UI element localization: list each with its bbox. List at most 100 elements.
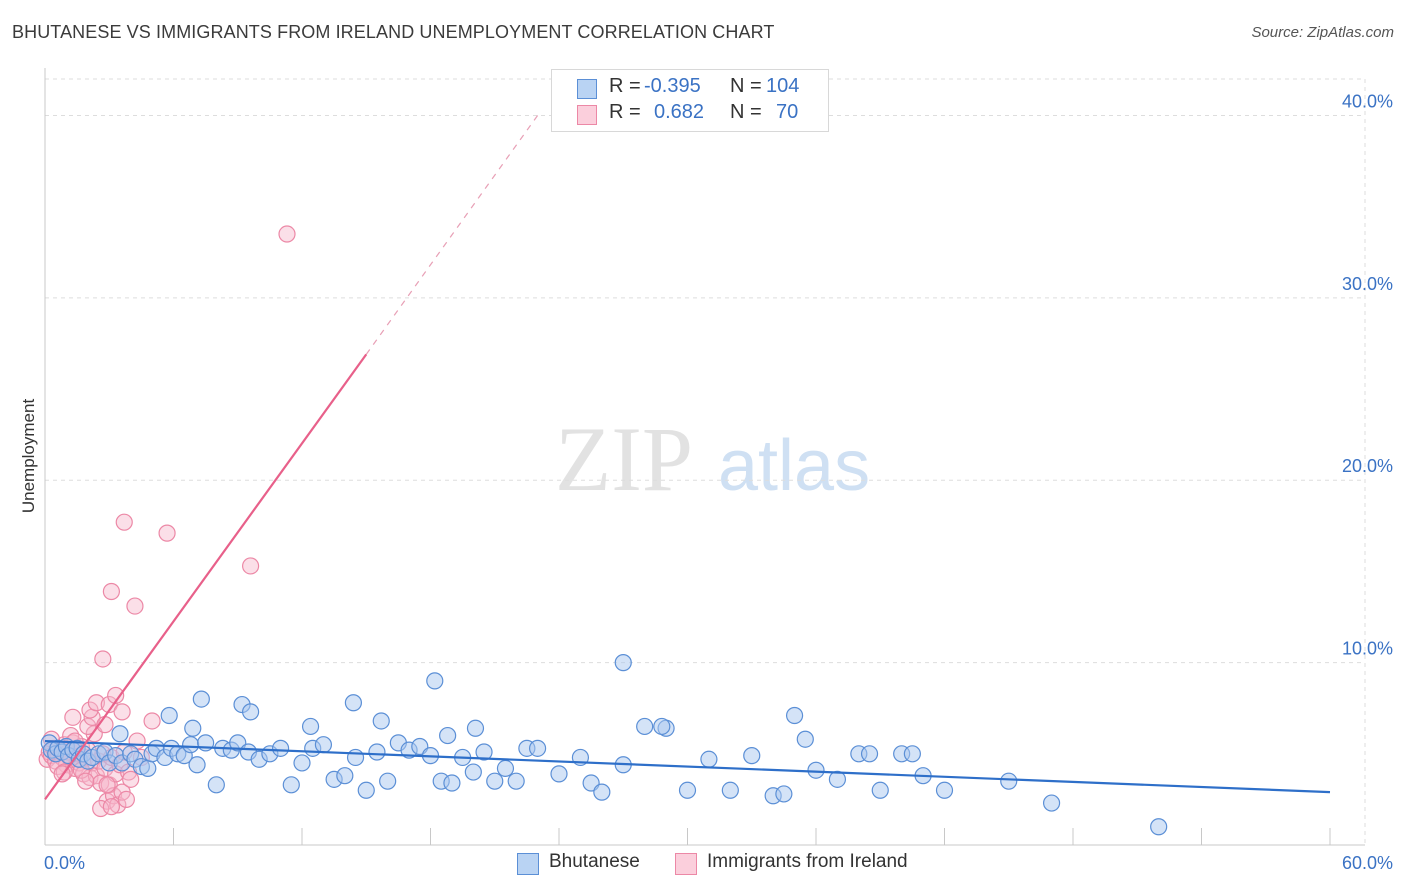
- ireland-point: [115, 513, 133, 531]
- chart-title: BHUTANESE VS IMMIGRANTS FROM IRELAND UNE…: [12, 22, 775, 42]
- bhutanese-point: [271, 739, 290, 757]
- bhutanese-point: [464, 763, 482, 781]
- ireland-point: [242, 557, 260, 575]
- ireland-point: [92, 799, 110, 818]
- y-axis-label: Unemployment: [19, 399, 38, 514]
- bhutanese-point: [336, 767, 354, 785]
- ireland-point: [107, 686, 125, 705]
- tick-labels: 10.0% 20.0% 30.0% 40.0% 0.0% 60.0%: [44, 91, 1393, 873]
- ireland-point: [158, 524, 176, 542]
- bhutanese-point: [192, 690, 210, 708]
- correlation-legend: R = -0.395 N = 104 R = 0.682 N = 70: [551, 69, 829, 132]
- x-tick-label: 60.0%: [1342, 853, 1393, 873]
- ireland-trend-line: [44, 353, 368, 801]
- bhutanese-point: [1150, 818, 1168, 836]
- bhutanese-point: [860, 745, 879, 763]
- bhutanese-point: [346, 748, 365, 767]
- bhutanese-point: [636, 717, 654, 736]
- legend-r-label: R =: [609, 75, 641, 97]
- bhutanese-point: [796, 730, 814, 748]
- bhutanese-point: [439, 726, 457, 745]
- ireland-point: [113, 703, 131, 721]
- bhutanese-point: [828, 770, 847, 788]
- y-tick-label: 40.0%: [1342, 91, 1393, 111]
- bhutanese-point: [426, 672, 444, 690]
- legend-n-value: 70: [776, 101, 799, 123]
- bhutanese-point: [743, 747, 761, 765]
- ireland-point: [278, 225, 296, 243]
- ireland-point: [98, 776, 116, 794]
- bhutanese-point: [111, 725, 129, 743]
- bhutanese-point: [182, 736, 200, 754]
- legend-r-value: 0.682: [654, 101, 705, 123]
- bhutanese-point: [614, 654, 632, 672]
- bhutanese-point: [293, 754, 311, 772]
- bhutanese-point: [496, 759, 515, 778]
- y-tick-label: 10.0%: [1342, 639, 1393, 659]
- legend-swatch-pink: [577, 105, 597, 125]
- bhutanese-point: [357, 781, 375, 799]
- ireland-point: [122, 770, 140, 788]
- bhutanese-point: [466, 719, 485, 737]
- bhutanese-point: [935, 781, 954, 799]
- bhutanese-point: [807, 761, 825, 779]
- bhutanese-point: [593, 783, 611, 801]
- bhutanese-point: [379, 772, 397, 790]
- ireland-point: [64, 708, 82, 726]
- bhutanese-point: [372, 712, 390, 730]
- legend-n-value: 104: [766, 75, 800, 97]
- bhutanese-point: [1000, 772, 1018, 790]
- bhutanese-point: [160, 706, 178, 725]
- bhutanese-point: [678, 781, 697, 799]
- bhutanese-point: [282, 776, 300, 794]
- legend-swatch-blue: [577, 79, 597, 99]
- legend-r-label: R =: [609, 101, 641, 123]
- legend-r-value: -0.395: [644, 75, 701, 97]
- bhutanese-point: [344, 694, 362, 712]
- ireland-point: [104, 787, 123, 805]
- bhutanese-point: [700, 750, 718, 768]
- ireland-point: [94, 650, 112, 668]
- bhutanese-point: [507, 772, 525, 790]
- bhutanese-point: [314, 736, 333, 754]
- x-tick-label: 0.0%: [44, 853, 85, 873]
- ireland-point: [126, 597, 144, 615]
- ireland-point: [102, 582, 120, 601]
- legend-n-label: N =: [730, 101, 762, 123]
- legend-n-label: N =: [730, 75, 762, 97]
- bhutanese-point: [528, 739, 547, 757]
- bottom-legend-label: Bhutanese: [549, 851, 640, 872]
- bhutanese-point: [1042, 794, 1061, 812]
- y-tick-label: 20.0%: [1342, 456, 1393, 476]
- bottom-legend-label: Immigrants from Ireland: [707, 851, 908, 872]
- source-credit: Source: ZipAtlas.com: [1251, 24, 1394, 41]
- ireland-point: [102, 798, 120, 816]
- bhutanese-point: [207, 776, 225, 794]
- grid-lines: [45, 78, 1366, 845]
- ireland-point: [77, 772, 95, 790]
- bhutanese-point: [301, 717, 320, 736]
- ireland-trend-extension: [365, 115, 539, 355]
- bhutanese-point: [139, 759, 157, 778]
- bhutanese-point: [775, 785, 793, 803]
- legend-row-bhutanese: R = -0.395 N = 104: [552, 75, 828, 101]
- ireland-point: [117, 790, 135, 809]
- bhutanese-point: [188, 756, 206, 774]
- bhutanese-trend-line: [44, 739, 1331, 794]
- bhutanese-point: [242, 703, 260, 721]
- bhutanese-point: [550, 765, 568, 783]
- bottom-legend-swatch-blue: [517, 853, 539, 875]
- ireland-point: [109, 796, 127, 814]
- series-immigrants-from-ireland: [38, 225, 296, 818]
- bhutanese-point: [653, 717, 671, 736]
- legend-row-ireland: R = 0.682 N = 70: [552, 101, 828, 127]
- bhutanese-point: [785, 706, 804, 725]
- bhutanese-point: [443, 774, 461, 792]
- ireland-point: [143, 712, 161, 730]
- ireland-point: [79, 717, 97, 736]
- watermark-atlas: atlas: [718, 426, 870, 506]
- bhutanese-point: [871, 781, 889, 799]
- series-bhutanese: [40, 654, 1168, 836]
- bottom-legend-swatch-pink: [675, 853, 697, 875]
